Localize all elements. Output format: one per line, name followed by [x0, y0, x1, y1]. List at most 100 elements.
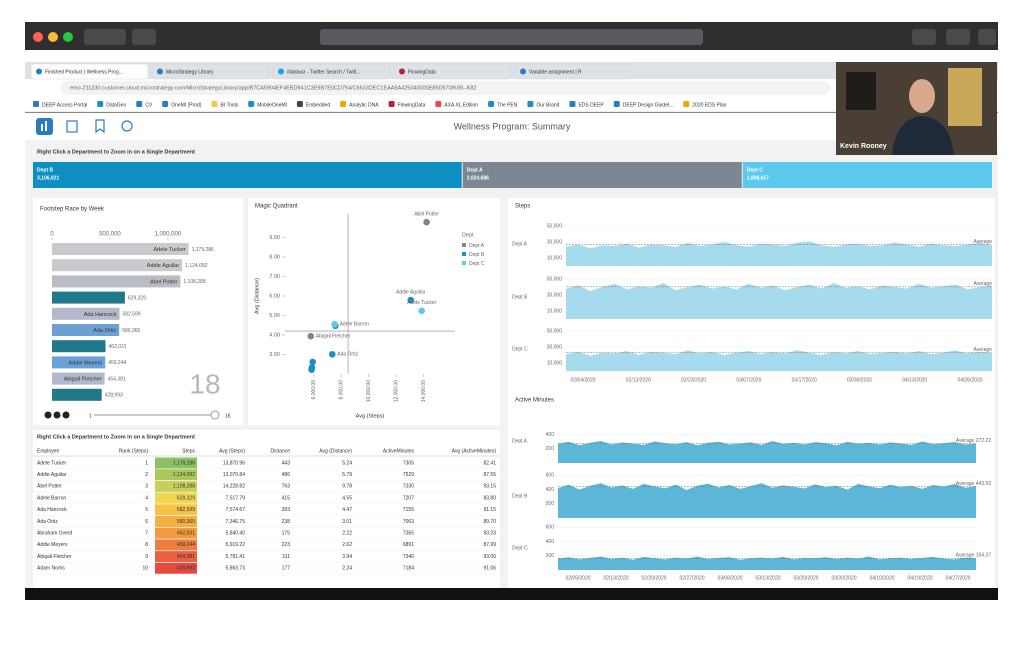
bar	[52, 324, 120, 336]
bookmark-icon[interactable]	[569, 101, 576, 107]
tab[interactable]	[272, 63, 391, 80]
table-cell: 5,863.73	[226, 566, 246, 572]
legend-swatch	[462, 252, 466, 256]
bookmark-icon[interactable]	[136, 101, 143, 107]
point[interactable]	[418, 307, 425, 315]
area	[566, 350, 992, 371]
bookmark-icon[interactable]	[95, 119, 105, 134]
bookmark[interactable]: EDS DEEP	[578, 102, 604, 108]
point[interactable]	[407, 296, 415, 304]
table-cell: 5.24	[342, 460, 352, 466]
play-button[interactable]	[44, 411, 52, 419]
table-cell: 87.55	[483, 472, 496, 478]
url-bar[interactable]	[60, 81, 830, 95]
icon-part	[45, 121, 47, 131]
bookmark[interactable]: DataGeo	[106, 102, 126, 108]
bar-label: Addie Aguilar	[147, 263, 180, 269]
point[interactable]	[308, 364, 316, 371]
x-tick-label: 02/20/2020	[641, 575, 666, 581]
bookmark-icon[interactable]	[211, 101, 218, 107]
bookmark-icon[interactable]	[248, 101, 255, 107]
x-tick-label: 500,000	[99, 232, 121, 238]
tab[interactable]	[393, 63, 512, 80]
video-person	[909, 79, 935, 113]
app-toolbar	[25, 113, 998, 140]
tab[interactable]	[30, 63, 149, 80]
tab[interactable]	[514, 63, 633, 80]
bookmark-icon[interactable]	[340, 101, 347, 107]
bookmark[interactable]: AXA XL Edition	[444, 102, 478, 108]
point[interactable]	[309, 358, 316, 366]
bookmark-icon[interactable]	[33, 101, 39, 107]
tab[interactable]	[151, 63, 270, 80]
pause-button[interactable]	[53, 411, 61, 419]
slider-min: 1	[89, 413, 92, 419]
bookmark[interactable]: DEEP Design Guidel...	[623, 102, 674, 108]
bookmark-icon[interactable]	[435, 101, 442, 107]
y-tick-label: 30,000	[547, 344, 563, 350]
share-button[interactable]	[912, 29, 936, 45]
point[interactable]	[328, 350, 336, 358]
x-tick-label: 03/06/2020	[717, 575, 742, 581]
x-tick-label: 03/17/2020	[792, 377, 817, 383]
x-tick-label: 10,000.00	[366, 380, 372, 402]
treemap-cell[interactable]	[33, 162, 462, 188]
bookmark-icon[interactable]	[613, 101, 620, 107]
sidebar-button[interactable]	[132, 29, 156, 45]
address-field[interactable]	[320, 29, 703, 45]
bookmark-icon[interactable]	[527, 101, 534, 107]
step-button[interactable]	[62, 411, 70, 419]
bar	[52, 388, 102, 401]
bookmark-icon[interactable]	[97, 101, 104, 107]
table-cell: 2	[145, 472, 148, 478]
bookmark[interactable]: OneMI (Prod)	[171, 102, 202, 108]
toc-icon[interactable]	[66, 120, 78, 133]
bookmark-icon[interactable]	[388, 101, 395, 107]
bookmark-icon[interactable]	[488, 101, 495, 107]
y-tick-label: 50,000	[547, 328, 563, 334]
table-cell: 91.15	[483, 507, 496, 513]
history-buttons[interactable]	[84, 29, 126, 45]
dashboard-icon[interactable]	[36, 118, 53, 135]
steps-cell	[155, 539, 197, 551]
value-label: 1,108,288	[183, 279, 205, 285]
bookmark[interactable]: FlowingData	[398, 102, 426, 108]
bookmark[interactable]: Embedded	[306, 102, 330, 108]
table-cell: 7529	[403, 472, 414, 478]
bar-label: Abigail Fletcher	[64, 377, 102, 383]
point[interactable]	[307, 332, 315, 340]
bar-label: Ada Hancock	[84, 312, 117, 318]
minimize-button[interactable]	[48, 32, 58, 42]
steps-cell	[155, 527, 197, 539]
bookmark-icon[interactable]	[162, 101, 169, 107]
table-cell: 415	[282, 495, 291, 501]
x-tick-label: 03/30/2020	[847, 377, 872, 383]
x-axis-label: Avg (Steps)	[356, 413, 385, 419]
table-cell: 93.23	[483, 531, 496, 537]
x-tick-label: 14,000.00	[421, 380, 427, 402]
zoom-button[interactable]	[63, 32, 73, 42]
bookmark-icon[interactable]	[296, 101, 303, 107]
bookmark[interactable]: 2020 EDS Plan	[692, 102, 726, 108]
x-tick-label: 04/10/2020	[869, 575, 894, 581]
reset-icon[interactable]	[121, 120, 133, 132]
bookmark[interactable]: Our Brand	[536, 102, 559, 108]
slider-thumb[interactable]	[210, 410, 220, 420]
bookmark[interactable]: Analytic DNA	[349, 102, 379, 108]
bookmark[interactable]: DEEP Access Portal	[42, 102, 87, 108]
treemap-cell[interactable]	[462, 162, 742, 188]
tabs-button[interactable]	[946, 29, 970, 45]
treemap-cell[interactable]	[742, 162, 992, 188]
new-tab-button[interactable]	[978, 29, 996, 45]
bookmark-icon[interactable]	[683, 101, 690, 107]
point[interactable]	[331, 320, 338, 328]
bookmark[interactable]: MobileOneMI	[257, 102, 287, 108]
bookmark[interactable]: The PEN	[497, 102, 518, 108]
bookmark[interactable]: BI Tools	[220, 102, 238, 108]
close-button[interactable]	[33, 32, 43, 42]
area	[566, 283, 992, 319]
panel-label: Dept B	[512, 294, 528, 300]
bookmark[interactable]: CV	[145, 102, 153, 108]
point[interactable]	[423, 218, 430, 226]
